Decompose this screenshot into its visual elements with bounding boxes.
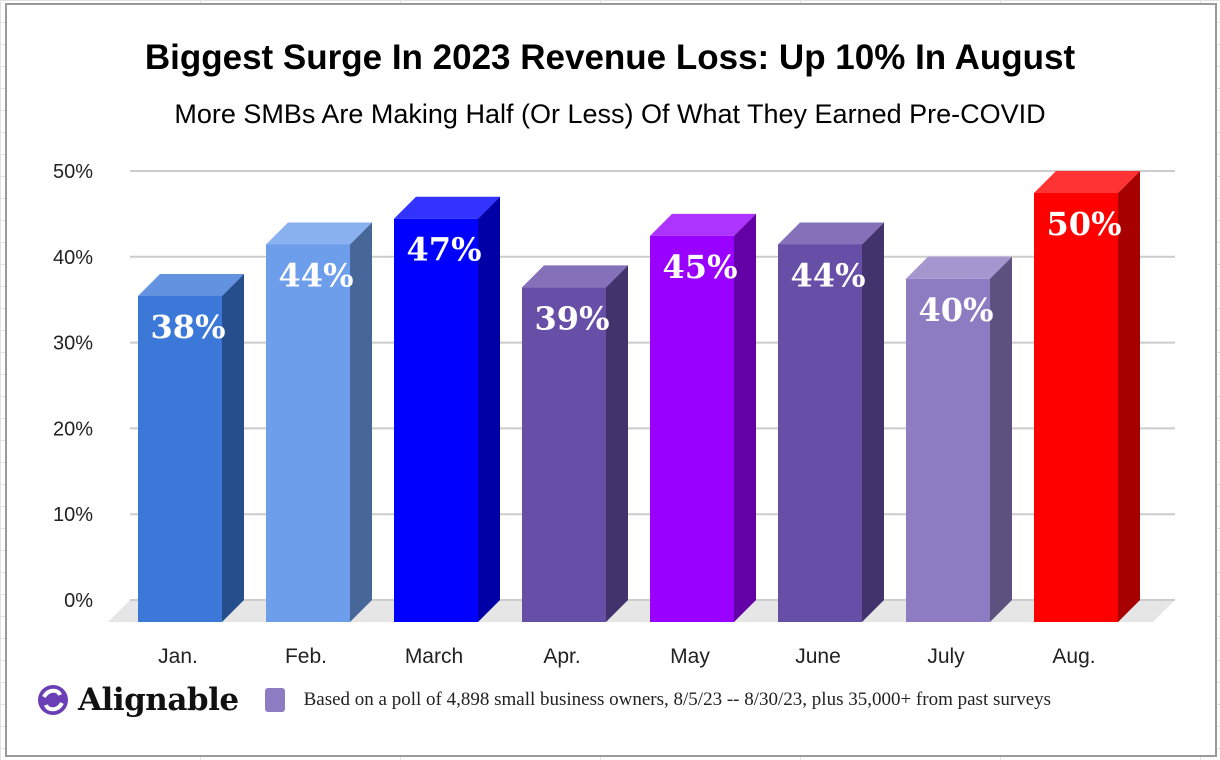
- x-tick-label: June: [795, 645, 841, 668]
- bar-side: [990, 256, 1012, 622]
- chart-title: Biggest Surge In 2023 Revenue Loss: Up 1…: [144, 38, 1076, 77]
- y-tick-label: 50%: [53, 161, 93, 183]
- bar-side: [862, 222, 884, 623]
- bar-side: [478, 196, 500, 623]
- bar-side: [350, 222, 372, 623]
- legend-swatch: [264, 688, 285, 712]
- x-tick-label: May: [670, 645, 710, 668]
- bar-top: [650, 213, 756, 236]
- data-label: 50%: [1047, 205, 1122, 243]
- footer: Alignable Based on a poll of 4,898 small…: [36, 682, 1051, 718]
- x-tick-label: Jan.: [158, 645, 198, 668]
- bar: [522, 287, 606, 622]
- bar-top: [522, 265, 628, 288]
- data-label: 44%: [791, 256, 866, 294]
- bar-top: [778, 222, 884, 245]
- data-label: 38%: [151, 308, 226, 346]
- data-label: 47%: [407, 231, 482, 269]
- y-tick-label: 30%: [53, 333, 93, 355]
- data-label: 44%: [279, 256, 354, 294]
- x-tick-label: July: [927, 645, 965, 668]
- bar-side: [222, 273, 244, 622]
- data-label: 40%: [919, 291, 994, 329]
- chart-subtitle: More SMBs Are Making Half (Or Less) Of W…: [174, 99, 1046, 129]
- bar-top: [138, 273, 244, 296]
- y-tick-label: 40%: [53, 247, 93, 269]
- bar: [266, 244, 350, 623]
- data-label: 45%: [663, 248, 738, 286]
- x-tick-label: March: [405, 645, 463, 668]
- alignable-logo-icon: [38, 685, 68, 715]
- x-tick-label: Apr.: [543, 645, 580, 668]
- y-tick-label: 0%: [64, 590, 93, 612]
- bar-top: [266, 222, 372, 245]
- bar-top: [394, 196, 500, 219]
- y-tick-label: 20%: [53, 418, 93, 440]
- bar: [778, 244, 862, 623]
- bar-top: [906, 256, 1012, 279]
- bar: [906, 278, 990, 622]
- bar-top: [1034, 171, 1140, 193]
- alignable-logo-text: Alignable: [78, 682, 239, 718]
- bar: [394, 218, 478, 623]
- bar: [650, 235, 734, 622]
- bar: [138, 295, 222, 622]
- bar: [1034, 193, 1118, 622]
- x-tick-label: Feb.: [285, 645, 327, 668]
- bar-side: [734, 213, 756, 622]
- y-tick-label: 10%: [53, 504, 93, 526]
- bar-side: [1118, 171, 1140, 622]
- legend-label: Based on a poll of 4,898 small business …: [303, 689, 1052, 710]
- x-tick-label: Aug.: [1052, 645, 1095, 668]
- bar-side: [606, 265, 628, 622]
- data-label: 39%: [535, 299, 610, 337]
